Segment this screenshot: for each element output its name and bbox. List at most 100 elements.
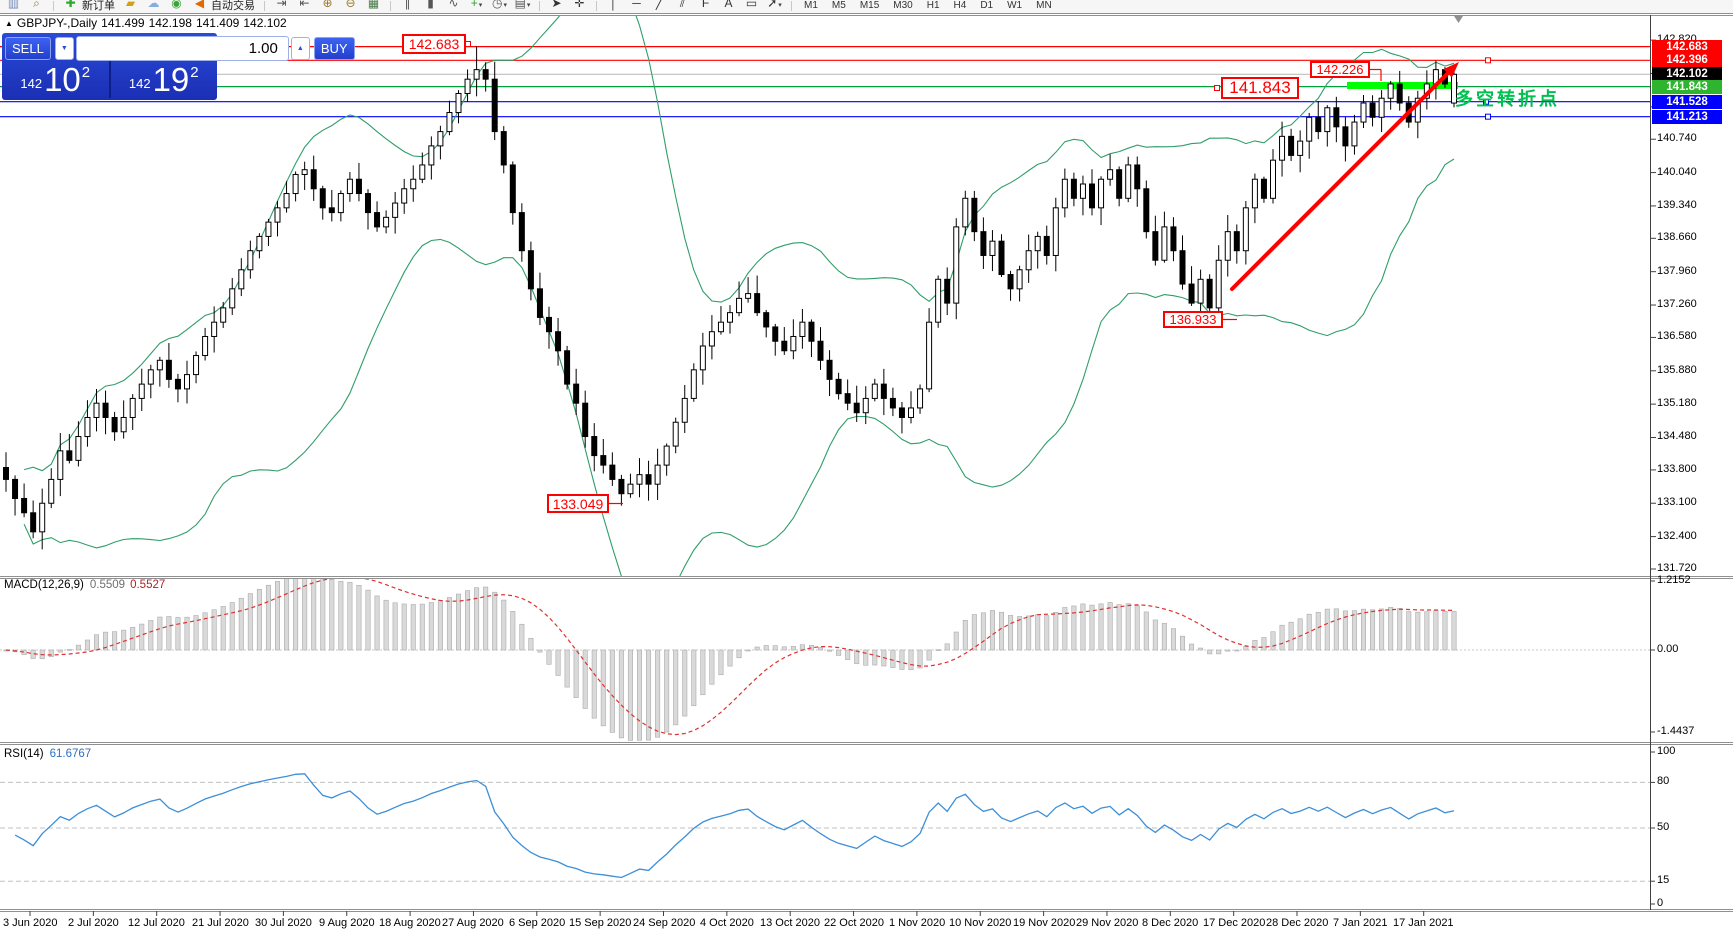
period-icon[interactable]: ◷▾ — [492, 0, 507, 10]
rsi-axis-label: 0 — [1657, 897, 1664, 909]
line-chart-icon[interactable]: ∿ — [448, 0, 459, 10]
zoom-out-icon[interactable]: ⊖ — [345, 0, 356, 10]
date-label: 18 Aug 2020 — [379, 917, 441, 929]
sell-price-prefix: 142 — [20, 76, 43, 91]
text-icon[interactable]: A — [724, 0, 733, 10]
timeframe-m30-button[interactable]: M30 — [893, 0, 913, 11]
new-order-icon[interactable]: ✚ — [65, 0, 76, 10]
dropdown-caret-icon: ▾ — [526, 2, 531, 9]
volume-control[interactable]: ▼ ▲ — [54, 35, 310, 61]
date-label: 9 Aug 2020 — [319, 917, 375, 929]
buy-price-sup: 2 — [190, 64, 199, 81]
date-label: 19 Nov 2020 — [1013, 917, 1076, 929]
price-annotation-box[interactable]: 142.226 — [1310, 61, 1370, 78]
autotrading-icon[interactable]: ◀ — [194, 0, 205, 10]
date-label: 12 Jul 2020 — [128, 917, 185, 929]
dropdown-caret-icon: ▾ — [478, 2, 483, 9]
autotrading-label[interactable]: 自动交易 — [211, 0, 255, 12]
date-label: 28 Dec 2020 — [1266, 917, 1329, 929]
gold-icon[interactable]: ▰ — [125, 0, 136, 10]
toolbar-separator — [596, 1, 597, 11]
new-order-label[interactable]: 新订单 — [82, 0, 115, 12]
volume-decrease-button[interactable]: ▼ — [54, 36, 74, 60]
sell-button[interactable]: SELL — [5, 36, 51, 60]
rsi-indicator-label: RSI(14) 61.6767 — [4, 748, 92, 760]
date-label: 17 Jan 2021 — [1393, 917, 1454, 929]
price-annotation-box[interactable]: 141.843 — [1221, 77, 1299, 99]
rsi-value: 61.6767 — [49, 748, 92, 760]
chart-shift-icon[interactable]: ⇥ — [276, 0, 287, 10]
price-badge: 141.843 — [1652, 79, 1722, 94]
toolbar-separator — [264, 1, 265, 11]
buy-button[interactable]: BUY — [313, 36, 355, 60]
timeframe-w1-button[interactable]: W1 — [1007, 0, 1023, 11]
rsi-axis-label: 50 — [1657, 821, 1670, 833]
timeframe-h4-button[interactable]: H4 — [953, 0, 967, 11]
channel-icon[interactable]: ⫽ — [679, 0, 686, 10]
timeframe-m15-button[interactable]: M15 — [859, 0, 880, 11]
find-symbol-icon[interactable]: ⌕ — [33, 0, 40, 10]
rsi-axis-label: 80 — [1657, 775, 1670, 788]
rsi-axis-label: 15 — [1657, 874, 1670, 887]
macd-main-value: 0.5509 — [89, 579, 126, 591]
price-badge: 141.213 — [1652, 109, 1722, 124]
ohlc-low: 141.409 — [195, 16, 240, 30]
horizontal-line-icon[interactable]: ─ — [632, 0, 641, 10]
timeframe-h1-button[interactable]: H1 — [926, 0, 940, 11]
price-annotation-box[interactable]: 136.933 — [1163, 311, 1223, 328]
timeframe-d1-button[interactable]: D1 — [980, 0, 994, 11]
date-label: 1 Nov 2020 — [889, 917, 946, 929]
template-icon[interactable]: ▤▾ — [514, 0, 531, 10]
signal-icon[interactable]: ◉ — [171, 0, 182, 10]
price-badge: 142.396 — [1652, 53, 1722, 68]
date-label: 8 Dec 2020 — [1142, 917, 1199, 929]
timeframe-m5-button[interactable]: M5 — [831, 0, 846, 11]
buy-price[interactable]: 142 19 2 — [111, 61, 218, 98]
candlestick-chart-icon[interactable]: ▮ — [427, 0, 434, 10]
price-axis-label: 133.100 — [1657, 496, 1697, 509]
dropdown-caret-icon: ▾ — [503, 2, 507, 9]
trendline-icon[interactable]: ╱ — [655, 0, 664, 10]
window-menu-icon[interactable]: ▥ — [7, 0, 20, 10]
fibonacci-icon[interactable]: F — [701, 0, 710, 10]
price-axis-label: 132.400 — [1657, 529, 1697, 542]
rsi-axis-label: 100 — [1657, 745, 1676, 757]
timeframe-mn-button[interactable]: MN — [1036, 0, 1052, 11]
date-label: 6 Sep 2020 — [509, 917, 566, 929]
price-annotation-box[interactable]: 133.049 — [547, 494, 609, 513]
bar-chart-icon[interactable]: ∥ — [404, 0, 411, 10]
toolbar: ▥ ⌕ ✚ 新订单 ▰ ☁ ◉ ◀ 自动交易 ⇥ ⇤ ⊕ ⊖ ▦ ∥ ▮ ∿ +▾ ◷▾ ▤▾ ➤ ✛ │ ─ ╱ ⫽ F A ▭ ➚▾ M… — [0, 0, 1733, 13]
auto-scroll-icon[interactable]: ⇤ — [299, 0, 310, 10]
macd-axis-label: -1.4437 — [1657, 724, 1695, 737]
one-click-trading-panel[interactable]: SELL ▼ ▲ BUY 142 10 2 142 19 2 — [2, 33, 355, 100]
volume-increase-button[interactable]: ▲ — [290, 36, 310, 60]
date-label: 2 Jul 2020 — [68, 917, 119, 929]
price-axis-label: 138.660 — [1657, 231, 1697, 244]
bull-bear-turning-point-label[interactable]: 多空转折点 — [1455, 89, 1560, 109]
sell-price[interactable]: 142 10 2 — [2, 61, 111, 98]
add-indicator-icon[interactable]: +▾ — [470, 0, 483, 10]
date-label: 7 Jan 2021 — [1333, 917, 1388, 929]
price-axis-label: 134.480 — [1657, 430, 1697, 443]
shapes-icon[interactable]: ➚▾ — [767, 0, 782, 10]
zoom-in-icon[interactable]: ⊕ — [322, 0, 333, 10]
price-annotation-box[interactable]: 142.683 — [402, 34, 466, 54]
symbol-period-label: GBPJPY-,Daily — [16, 16, 98, 30]
volume-input[interactable] — [75, 35, 289, 61]
date-label: 3 Jun 2020 — [3, 917, 58, 929]
vertical-line-icon[interactable]: │ — [609, 0, 618, 10]
cursor-icon[interactable]: ➤ — [551, 0, 562, 10]
tile-windows-icon[interactable]: ▦ — [367, 0, 380, 10]
timeframe-m1-button[interactable]: M1 — [804, 0, 818, 11]
price-axis-label: 135.880 — [1657, 363, 1697, 376]
label-icon[interactable]: ▭ — [745, 0, 758, 10]
toolbar-separator — [390, 1, 391, 11]
sell-price-big: 10 — [44, 61, 81, 98]
collapse-triangle-icon[interactable]: ▲ — [5, 19, 13, 28]
cloud-icon[interactable]: ☁ — [147, 0, 160, 10]
date-label: 24 Sep 2020 — [633, 917, 696, 929]
price-axis-label: 140.740 — [1657, 132, 1697, 145]
crosshair-icon[interactable]: ✛ — [574, 0, 585, 10]
